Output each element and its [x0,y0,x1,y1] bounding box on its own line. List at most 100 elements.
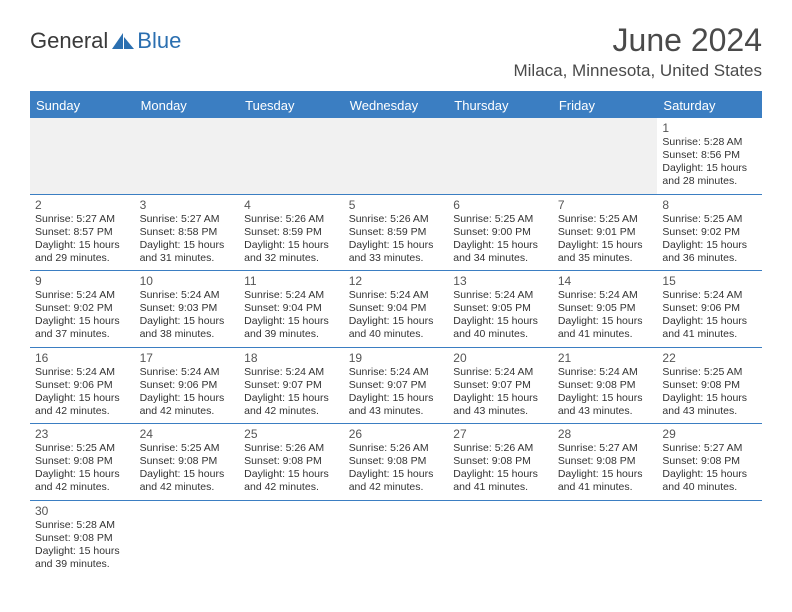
logo: General Blue [30,28,181,54]
day-number: 15 [662,274,757,288]
day-info-line: and 33 minutes. [349,252,444,265]
calendar-cell: 4Sunrise: 5:26 AMSunset: 8:59 PMDaylight… [239,195,344,271]
day-info-line: Sunrise: 5:28 AM [662,136,757,149]
day-info-line: Sunset: 9:08 PM [662,379,757,392]
day-info-line: Daylight: 15 hours [35,315,130,328]
day-info-line: Sunset: 9:02 PM [35,302,130,315]
day-info-line: Daylight: 15 hours [244,392,339,405]
day-info-line: Sunrise: 5:27 AM [662,442,757,455]
day-info-line: Daylight: 15 hours [662,392,757,405]
calendar-cell: 8Sunrise: 5:25 AMSunset: 9:02 PMDaylight… [657,195,762,271]
day-number: 30 [35,504,130,518]
day-info-line: Daylight: 15 hours [558,392,653,405]
calendar-cell: 7Sunrise: 5:25 AMSunset: 9:01 PMDaylight… [553,195,658,271]
day-info-line: and 34 minutes. [453,252,548,265]
calendar-cell: 30Sunrise: 5:28 AMSunset: 9:08 PMDayligh… [30,501,135,577]
day-info-line: Sunset: 9:08 PM [35,532,130,545]
day-info-line: and 41 minutes. [558,328,653,341]
day-info-line: Sunset: 8:59 PM [244,226,339,239]
calendar-cell: 21Sunrise: 5:24 AMSunset: 9:08 PMDayligh… [553,348,658,424]
day-info-line: and 43 minutes. [349,405,444,418]
calendar-week: 16 Sunrise: 5:24 AM Sunset: 9:06 PM Dayligh… [30,348,762,425]
calendar-cell: 14Sunrise: 5:24 AMSunset: 9:05 PMDayligh… [553,271,658,347]
calendar-cell [344,118,449,194]
calendar-cell: 18Sunrise: 5:24 AMSunset: 9:07 PMDayligh… [239,348,344,424]
day-info-line: Sunrise: 5:24 AM [140,366,235,379]
day-info-line: Daylight: 15 hours [453,468,548,481]
day-number: 8 [662,198,757,212]
day-info-line: and 40 minutes. [453,328,548,341]
calendar-cell: 12Sunrise: 5:24 AMSunset: 9:04 PMDayligh… [344,271,449,347]
day-info-line: and 31 minutes. [140,252,235,265]
day-info-line: and 28 minutes. [662,175,757,188]
calendar-cell [448,118,553,194]
calendar-cell [344,501,449,577]
day-info-line: Daylight: 15 hours [140,392,235,405]
day-info-line: Daylight: 15 hours [558,468,653,481]
day-info-line: and 29 minutes. [35,252,130,265]
day-info-line: and 37 minutes. [35,328,130,341]
day-info-line: Sunset: 8:57 PM [35,226,130,239]
day-info-line: Sunrise: 5:25 AM [662,213,757,226]
title-block: June 2024 Milaca, Minnesota, United Stat… [513,22,762,81]
day-info-line: Sunrise: 5:24 AM [244,366,339,379]
day-info-line: Daylight: 15 hours [35,545,130,558]
day-info-line: and 41 minutes. [558,481,653,494]
day-info-line: Sunset: 9:05 PM [558,302,653,315]
day-info-line: Daylight: 15 hours [244,315,339,328]
day-number: 19 [349,351,444,365]
day-info-line: Sunrise: 5:27 AM [35,213,130,226]
calendar-cell: 10Sunrise: 5:24 AMSunset: 9:03 PMDayligh… [135,271,240,347]
day-info-line: and 39 minutes. [35,558,130,571]
day-number: 5 [349,198,444,212]
day-info-line: Sunset: 9:06 PM [662,302,757,315]
day-number: 18 [244,351,339,365]
day-info-line: Sunset: 8:59 PM [349,226,444,239]
day-number: 13 [453,274,548,288]
day-number: 10 [140,274,235,288]
day-number: 12 [349,274,444,288]
calendar-cell [553,501,658,577]
day-number: 9 [35,274,130,288]
day-info-line: Sunrise: 5:26 AM [349,213,444,226]
day-info-line: Daylight: 15 hours [140,315,235,328]
month-title: June 2024 [513,22,762,59]
day-number: 20 [453,351,548,365]
day-info-line: Sunset: 9:04 PM [244,302,339,315]
day-info-line: and 42 minutes. [140,481,235,494]
day-info-line: Sunrise: 5:25 AM [453,213,548,226]
day-info-line: and 40 minutes. [662,481,757,494]
day-info-line: Sunrise: 5:24 AM [349,366,444,379]
day-info-line: Sunset: 9:08 PM [558,379,653,392]
day-info-line: Sunrise: 5:25 AM [558,213,653,226]
calendar-week: 2Sunrise: 5:27 AMSunset: 8:57 PMDaylight… [30,195,762,272]
day-header: Tuesday [239,93,344,118]
calendar-cell: 13Sunrise: 5:24 AMSunset: 9:05 PMDayligh… [448,271,553,347]
day-info-line: Sunrise: 5:24 AM [453,366,548,379]
day-number: 11 [244,274,339,288]
day-info-line: Sunrise: 5:24 AM [35,289,130,302]
day-info-line: Sunset: 9:08 PM [453,455,548,468]
day-number: 21 [558,351,653,365]
day-number: 3 [140,198,235,212]
logo-text-1: General [30,28,108,54]
day-info-line: Sunrise: 5:24 AM [662,289,757,302]
day-info-line: Sunset: 9:07 PM [244,379,339,392]
day-header: Saturday [657,93,762,118]
calendar-week: 23Sunrise: 5:25 AMSunset: 9:08 PMDayligh… [30,424,762,501]
day-info-line: and 40 minutes. [349,328,444,341]
calendar-cell [135,118,240,194]
calendar-cell: 22Sunrise: 5:25 AMSunset: 9:08 PMDayligh… [657,348,762,424]
day-info-line: Sunset: 9:08 PM [662,455,757,468]
day-info-line: Sunrise: 5:28 AM [35,519,130,532]
day-info-line: and 36 minutes. [662,252,757,265]
day-info-line: Daylight: 15 hours [662,239,757,252]
day-info-line: Daylight: 15 hours [349,392,444,405]
day-info-line: Daylight: 15 hours [140,239,235,252]
day-info-line: and 42 minutes. [244,481,339,494]
day-number: 16 [35,351,130,365]
day-info-line: Sunset: 8:58 PM [140,226,235,239]
day-info-line: Sunset: 9:06 PM [35,379,130,392]
calendar-cell: 1Sunrise: 5:28 AMSunset: 8:56 PMDaylight… [657,118,762,194]
day-info-line: Sunset: 9:05 PM [453,302,548,315]
